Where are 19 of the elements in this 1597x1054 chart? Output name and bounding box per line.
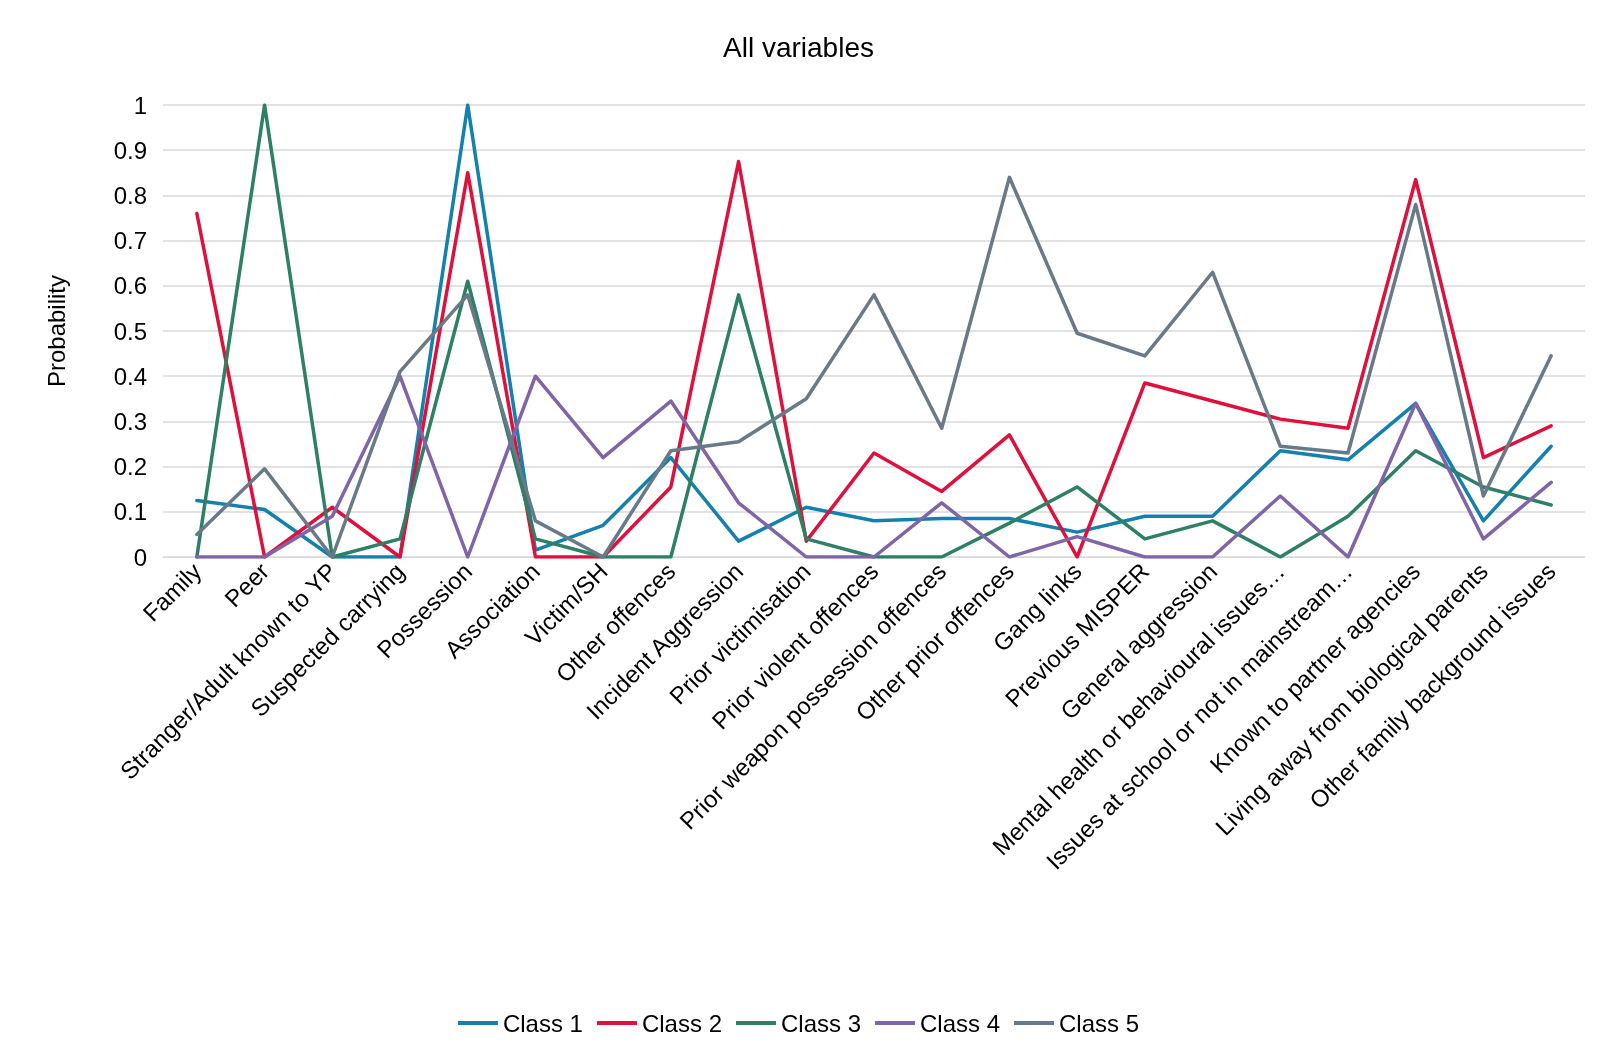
y-tick-label: 0.4 [113,362,147,390]
line-series [195,374,1553,559]
y-axis-title: Probability [42,274,70,388]
y-tick-label: 0.6 [113,272,147,300]
y-tick-label: 0.1 [113,498,147,526]
y-tick-label: 0.2 [113,453,147,481]
legend-label: Class 5 [1059,1009,1140,1037]
chart-title: All variables [723,31,874,63]
legend-label: Class 2 [641,1009,722,1037]
y-tick-label: 0.9 [113,136,147,164]
y-tick-label: 0.7 [113,227,147,255]
legend-label: Class 4 [920,1009,1001,1037]
y-tick-label: 0.3 [113,407,147,435]
y-tick-label: 0.5 [113,317,147,345]
y-tick-label: 1 [133,91,147,119]
legend-label: Class 3 [780,1009,862,1037]
legend-label: Class 1 [502,1009,583,1037]
y-tick-label: 0 [133,543,147,571]
y-tick-label: 0.8 [113,181,147,209]
